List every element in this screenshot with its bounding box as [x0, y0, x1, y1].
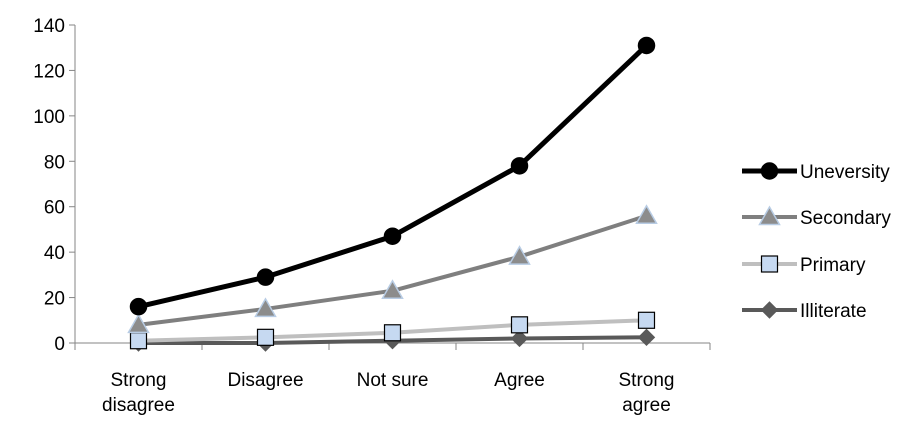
data-point-marker	[510, 316, 529, 334]
y-tick-label: 20	[44, 289, 65, 310]
legend-marker	[760, 162, 779, 180]
legend-label: Primary	[800, 255, 866, 276]
series-secondary	[127, 204, 658, 334]
legend-label: Illiterate	[800, 301, 867, 322]
y-tick-label: 0	[54, 334, 65, 355]
x-tick-label: Strong	[111, 370, 167, 391]
data-point-marker	[254, 297, 277, 318]
data-point-marker	[637, 36, 656, 55]
x-tick-label: disagree	[102, 395, 175, 416]
data-point-marker	[129, 297, 148, 316]
legend-marker	[760, 255, 779, 273]
legend-item-secondary: Secondary	[742, 205, 891, 229]
series-primary	[129, 311, 656, 350]
data-point-marker	[637, 328, 656, 347]
y-tick-label: 140	[33, 16, 65, 37]
chart-series	[127, 36, 658, 352]
data-point-marker	[127, 313, 150, 334]
data-point-marker	[637, 311, 656, 329]
y-tick-label: 120	[33, 61, 65, 82]
series-uneversity	[129, 36, 656, 316]
series-line	[137, 43, 649, 310]
y-tick-label: 100	[33, 107, 65, 128]
data-point-marker	[508, 245, 531, 265]
legend-label: Uneversity	[800, 162, 890, 183]
legend-label: Secondary	[800, 208, 891, 229]
legend-item-primary: Primary	[742, 255, 866, 276]
chart-axes: 0 20 40 60 80 100 120 140 Strong disagree Disagree…	[33, 16, 711, 416]
y-tick-label: 40	[44, 243, 65, 264]
data-point-marker	[383, 227, 402, 245]
x-tick-label: agree	[622, 395, 671, 416]
data-point-marker	[510, 157, 529, 175]
data-point-marker	[635, 204, 658, 225]
y-tick-label: 80	[44, 152, 65, 173]
x-tick-label: Strong	[619, 370, 675, 391]
data-point-marker	[383, 324, 402, 342]
data-point-marker	[510, 329, 529, 348]
legend-marker	[760, 301, 779, 319]
legend-item-uneversity: Uneversity	[742, 162, 890, 183]
y-tick-label: 60	[44, 198, 65, 219]
data-point-marker	[256, 268, 275, 286]
x-tick-label: Disagree	[227, 370, 303, 391]
data-point-marker	[129, 332, 148, 350]
data-point-marker	[381, 279, 404, 300]
x-tick-label: Agree	[494, 370, 545, 391]
legend-item-illiterate: Illiterate	[742, 301, 867, 322]
data-point-marker	[256, 328, 275, 346]
chart-legend: Uneversity Secondary Primary Illiterate	[742, 162, 891, 322]
x-tick-label: Not sure	[357, 370, 429, 391]
legend-marker	[758, 205, 781, 226]
